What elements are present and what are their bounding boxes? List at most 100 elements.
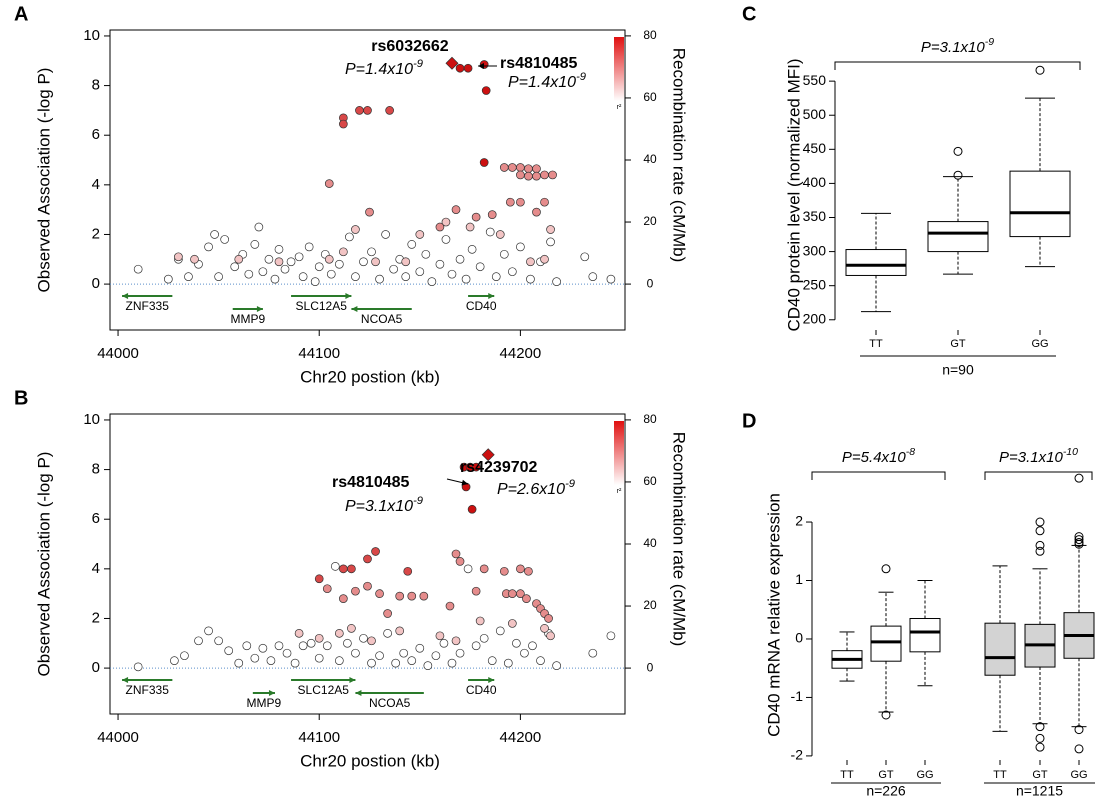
snp-point xyxy=(580,252,590,262)
y-axis-label: CD40 mRNA relative expression xyxy=(764,493,783,737)
y-tick-label: 6 xyxy=(92,510,100,527)
outlier xyxy=(1074,744,1084,754)
snp-point xyxy=(532,171,541,181)
gene-label: CD40 xyxy=(466,683,497,697)
snp-point xyxy=(266,656,276,666)
snp-point xyxy=(455,254,465,264)
snp-point xyxy=(204,626,213,636)
p-bracket xyxy=(811,471,946,480)
group-label: n=226 xyxy=(866,783,906,799)
snp-point xyxy=(546,237,555,247)
snp-annotation: rs4239702 xyxy=(460,459,538,476)
snp-point xyxy=(230,262,240,272)
p-value-annotation: P=5.4x10-8 xyxy=(842,446,915,466)
snp-point xyxy=(528,641,537,651)
snp-point xyxy=(365,207,374,217)
plot-frame xyxy=(109,29,626,331)
outlier xyxy=(1074,539,1084,549)
snp-point xyxy=(306,638,316,648)
snp-point xyxy=(520,648,529,658)
snp-point xyxy=(310,277,320,286)
snp-point xyxy=(471,641,481,651)
snp-point xyxy=(471,212,481,222)
snp-point xyxy=(286,257,296,267)
snp-point xyxy=(391,658,401,668)
snp-point xyxy=(451,549,461,559)
y-tick-label: 8 xyxy=(92,461,100,478)
y-axis-label: Observed Association (-log P) xyxy=(34,452,53,677)
color-scale-title: r² xyxy=(617,104,622,111)
snp-point xyxy=(314,653,324,663)
y-tick-label: 200 xyxy=(803,310,827,326)
p-value-annotation-exponent: -9 xyxy=(413,495,423,507)
y-tick-label: -2 xyxy=(791,747,804,763)
snp-point xyxy=(540,170,549,180)
y-tick-label: 2 xyxy=(92,609,100,626)
p-bracket xyxy=(834,61,1081,70)
y-tick-label: 4 xyxy=(92,176,100,193)
snp-point xyxy=(471,462,481,472)
y-tick-label: 550 xyxy=(803,72,827,88)
snp-point xyxy=(495,626,505,636)
snp-annotation: rs4810485 xyxy=(332,474,410,491)
outlier xyxy=(1035,517,1045,527)
category-label: TT xyxy=(840,769,854,781)
snp-point xyxy=(371,547,380,556)
snp-point xyxy=(190,254,199,264)
snp-point xyxy=(345,232,354,242)
snp-point xyxy=(435,259,445,269)
x-axis-label: Chr20 postion (kb) xyxy=(300,751,440,770)
y-tick-label: 8 xyxy=(92,77,100,94)
p-value-annotation: P=3.1x10-9 xyxy=(921,36,994,56)
snp-point xyxy=(455,557,465,566)
box xyxy=(1009,170,1071,238)
snp-point xyxy=(465,222,475,232)
snp-point xyxy=(359,633,368,643)
snp-point xyxy=(505,197,515,207)
gene-arrow xyxy=(351,306,358,312)
p-value-annotation-base: P=1.4x10 xyxy=(345,61,413,78)
snp-point xyxy=(250,653,260,663)
gene-label: NCOA5 xyxy=(369,696,411,710)
snp-point xyxy=(334,656,344,666)
gene-label: SLC12A5 xyxy=(296,299,348,313)
snp-point xyxy=(244,269,254,279)
y2-tick-label: 60 xyxy=(643,474,657,488)
snp-point xyxy=(507,619,517,628)
snp-point xyxy=(403,566,413,576)
group-label: n=1215 xyxy=(1016,783,1063,799)
group-label: n=90 xyxy=(942,362,974,378)
box xyxy=(984,622,1016,676)
snp-point xyxy=(339,564,348,574)
outlier xyxy=(881,564,891,574)
gene-arrow xyxy=(345,293,352,299)
snp-point xyxy=(180,651,189,661)
y-axis-label: CD40 protein level (normalized MFI) xyxy=(784,58,803,331)
snp-point xyxy=(133,662,143,672)
snp-annotation: rs6032662 xyxy=(371,38,449,55)
snp-point xyxy=(516,589,525,599)
gene-label: SLC12A5 xyxy=(298,683,350,697)
outlier xyxy=(1035,546,1045,556)
color-scale-title: r² xyxy=(617,488,622,495)
x-tick-label: 44200 xyxy=(500,729,542,746)
snp-point xyxy=(326,269,336,279)
snp-point xyxy=(214,272,223,282)
snp-point xyxy=(339,594,348,603)
snp-point xyxy=(270,274,280,284)
y2-tick-label: 0 xyxy=(647,276,654,290)
x-tick-label: 44100 xyxy=(298,729,340,746)
p-value-annotation: P=1.4x10-9 xyxy=(508,71,586,91)
snp-point xyxy=(516,564,525,574)
snp-point xyxy=(548,170,557,180)
snp-point xyxy=(367,658,376,668)
snp-point xyxy=(485,227,495,237)
snp-point xyxy=(234,658,244,668)
gene-label: MMP9 xyxy=(247,696,282,710)
snp-point xyxy=(367,247,376,257)
snp-point xyxy=(552,277,561,286)
p-value-annotation: P=3.1x10-9 xyxy=(345,495,423,515)
p-value-annotation-base: P=2.6x10 xyxy=(497,481,565,498)
y-tick-label: 450 xyxy=(803,140,827,156)
snp-point xyxy=(479,158,489,167)
